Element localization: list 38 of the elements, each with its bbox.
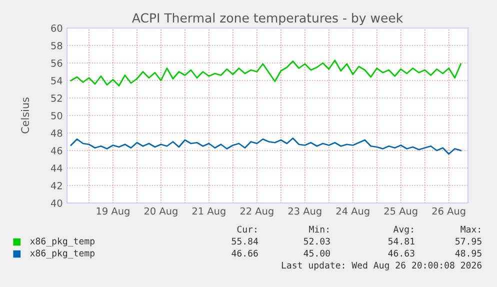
text: 45.00 <box>304 250 330 257</box>
text: 46.63 <box>388 250 414 257</box>
text: 48.95 <box>455 250 482 257</box>
y-tick-label: 52 <box>51 94 62 102</box>
x-tick-label: 19 Aug <box>96 207 130 217</box>
text: Min: <box>309 226 328 233</box>
text: 57.95 <box>456 238 482 245</box>
x-tick-label: 25 Aug <box>384 207 418 217</box>
line-series <box>70 138 462 155</box>
legend-label: x86_pkg_temp <box>30 238 94 246</box>
y-tick-label: 44 <box>50 164 62 172</box>
text: Last update: Wed Aug 26 20:00:08 2026 <box>282 262 482 270</box>
line-series <box>70 60 462 86</box>
x-tick-label: 22 Aug <box>240 207 274 217</box>
text: 54.81 <box>388 238 414 245</box>
x-tick-label: 26 Aug <box>432 207 466 217</box>
text: 46.66 <box>232 250 258 257</box>
y-tick-label: 40 <box>50 199 62 207</box>
y-tick-label: 42 <box>50 182 62 190</box>
y-tick-label: 50 <box>51 112 62 120</box>
text: Max: <box>460 226 480 233</box>
y-axis-title: Celsius <box>20 98 29 134</box>
x-tick-label: 21 Aug <box>192 207 226 217</box>
y-tick-label: 60 <box>51 24 62 32</box>
text: 52.03 <box>304 238 330 245</box>
y-tick-label: 54 <box>51 77 62 84</box>
chart-title: ACPI Thermal zone temperatures - by week <box>132 12 404 26</box>
text: 55.84 <box>232 238 258 245</box>
y-tick-label: 46 <box>50 146 62 154</box>
text: Cur: <box>237 226 256 233</box>
legend-label: x86_pkg_temp <box>30 250 94 258</box>
x-tick-label: 24 Aug <box>336 207 370 217</box>
text: Avg: <box>393 226 413 234</box>
x-tick-label: 20 Aug <box>144 207 178 217</box>
y-tick-label: 56 <box>51 59 62 67</box>
y-tick-label: 48 <box>50 129 62 137</box>
y-tick-label: 58 <box>51 42 62 50</box>
x-tick-label: 23 Aug <box>288 207 322 217</box>
